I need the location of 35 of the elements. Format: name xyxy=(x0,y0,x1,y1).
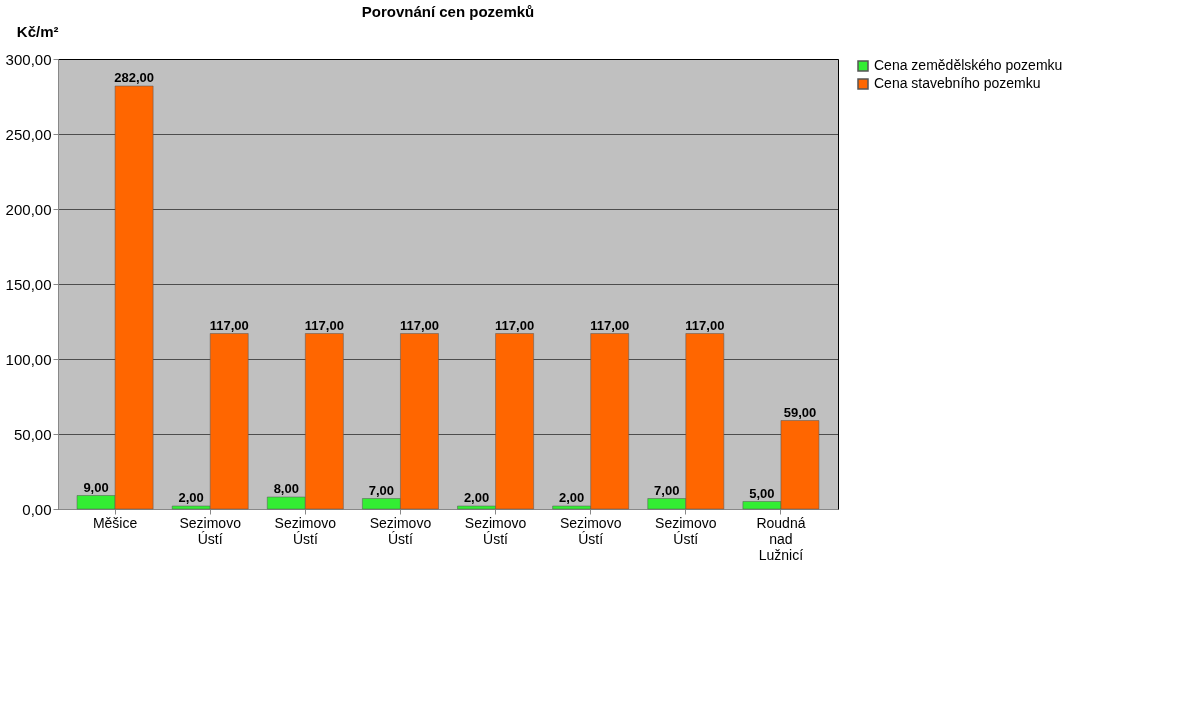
data-label: 59,00 xyxy=(783,404,817,420)
x-tick-label: Sezimovo Ústí xyxy=(274,514,337,547)
data-label: 2,00 xyxy=(559,490,585,505)
data-label: 5,00 xyxy=(749,485,775,501)
x-tick-label: Sezimovo Ústí xyxy=(464,514,527,547)
legend-label: Cena zemědělského pozemku xyxy=(874,57,1063,73)
data-label: 2,00 xyxy=(178,490,204,505)
y-tick-label: 0,00 xyxy=(22,500,52,518)
y-tick-label: 300,00 xyxy=(5,50,52,68)
y-axis-title: Kč/m² xyxy=(16,22,59,40)
y-tick-label: 250,00 xyxy=(5,125,52,143)
data-label: 117,00 xyxy=(209,317,249,333)
chart-title: Porovnání cen pozemků xyxy=(361,3,535,20)
data-label: 7,00 xyxy=(654,482,680,498)
y-tick-label: 100,00 xyxy=(5,350,52,368)
data-label: 117,00 xyxy=(304,317,344,333)
data-label: 117,00 xyxy=(399,317,439,333)
data-label: 7,00 xyxy=(368,482,395,498)
data-label: 282,00 xyxy=(114,70,154,85)
x-tick-label: Roudná nad Lužnicí xyxy=(756,514,806,563)
x-tick-label: Měšice xyxy=(92,514,138,531)
x-tick-label: Sezimovo Ústí xyxy=(369,514,432,547)
legend-label: Cena stavebního pozemku xyxy=(874,75,1041,91)
data-label: 117,00 xyxy=(495,317,535,333)
x-tick-label: Sezimovo Ústí xyxy=(179,514,242,547)
data-label: 9,00 xyxy=(83,479,109,495)
y-tick-label: 50,00 xyxy=(13,425,52,443)
data-label: 117,00 xyxy=(685,317,725,333)
data-label: 8,00 xyxy=(273,481,299,496)
y-tick-label: 200,00 xyxy=(5,200,52,218)
data-label: 117,00 xyxy=(590,317,630,333)
data-label: 2,00 xyxy=(463,490,490,505)
y-tick-label: 150,00 xyxy=(5,275,52,293)
x-tick-label: Sezimovo Ústí xyxy=(559,514,622,547)
x-tick-label: Sezimovo Ústí xyxy=(655,514,717,547)
